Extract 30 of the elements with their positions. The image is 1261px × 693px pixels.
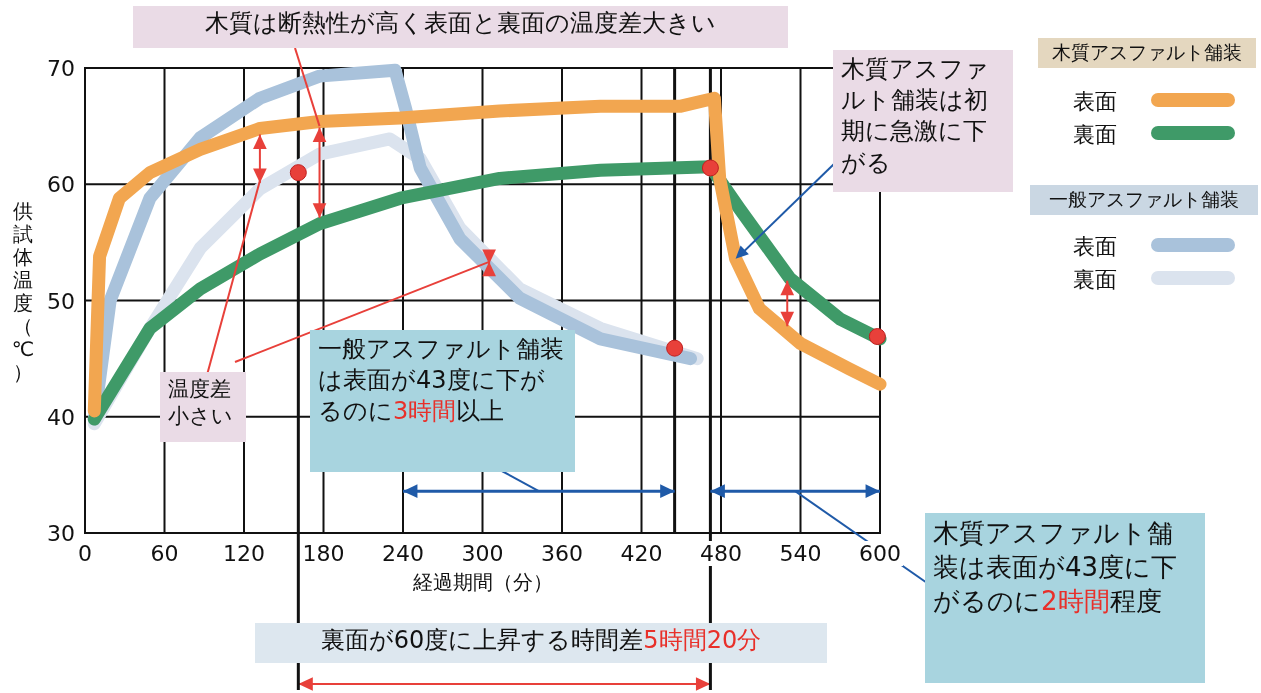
x-tick-label: 360 — [541, 541, 583, 566]
legend-label: 表面 — [1073, 89, 1117, 114]
y-tick-label: 50 — [47, 288, 75, 314]
x-tick-label: 60 — [150, 541, 179, 566]
x-tick-label: 480 — [700, 541, 742, 566]
x-tick-label: 420 — [620, 541, 663, 566]
y-tick-label: 60 — [47, 172, 75, 198]
annotation: 温度差小さい — [168, 377, 233, 429]
legend-label: 裏面 — [1073, 267, 1117, 292]
text: 裏面が60度に上昇する時間差5時間20分 — [320, 626, 762, 654]
y-tick-label: 70 — [47, 56, 75, 81]
text: 木質アスファルト舗装は表面が43度に下がるのに2時間程度 — [933, 518, 1178, 616]
x-tick-label: 0 — [78, 541, 92, 566]
x-tick-label: 240 — [382, 541, 424, 566]
annotation: 木質は断熱性が高く表面と裏面の温度差大きい — [205, 9, 716, 37]
x-tick-label: 300 — [461, 541, 504, 566]
x-tick-label: 600 — [859, 541, 901, 566]
annotation: 木質アスファルト舗装は初期に急激に下がる — [841, 55, 989, 177]
text: 一般アスファルト舗装 — [1049, 188, 1239, 210]
x-tick-label: 180 — [302, 541, 345, 566]
x-tick-label: 120 — [223, 541, 265, 566]
x-tick-label: 540 — [779, 541, 822, 566]
x-axis-title: 経過期間（分） — [411, 570, 553, 594]
legend-label: 表面 — [1073, 234, 1117, 259]
y-tick-label: 40 — [47, 404, 75, 430]
text: 木質アスファルト舗装 — [1052, 41, 1242, 63]
y-axis-title: 供試体温度（℃） — [10, 199, 36, 384]
annotation: 一般アスファルト舗装は表面が43度に下がるのに3時間以上 — [318, 335, 564, 426]
y-tick-label: 30 — [47, 521, 75, 546]
legend-label: 裏面 — [1073, 122, 1117, 147]
